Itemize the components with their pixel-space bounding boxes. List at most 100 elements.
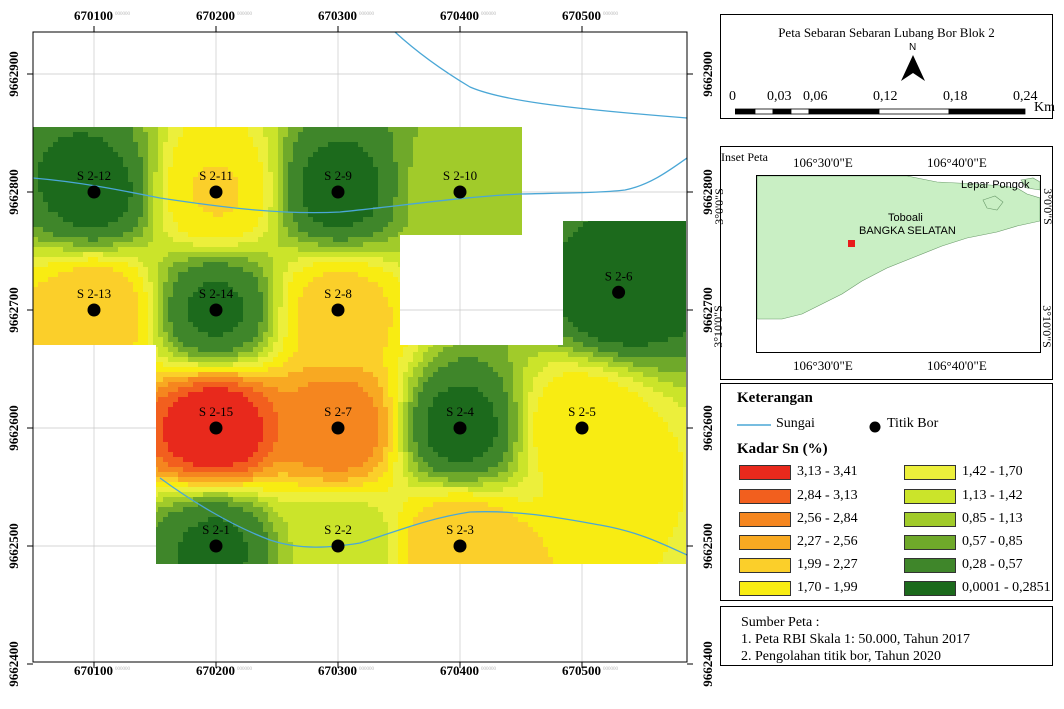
contour-cell [268,437,274,443]
contour-cell [248,422,254,428]
contour-cell [303,137,309,143]
contour-cell [273,492,279,498]
contour-cell [288,242,294,248]
contour-cell [83,142,89,148]
contour-cell [158,517,164,523]
contour-cell [203,237,209,243]
contour-cell [283,167,289,173]
contour-cell [173,247,179,253]
contour-cell [78,302,84,308]
contour-cell [183,467,189,473]
contour-cell [238,167,244,173]
contour-cell [173,517,179,523]
contour-cell [178,527,184,533]
contour-cell [143,162,149,168]
contour-cell [178,347,184,353]
contour-cell [273,477,279,483]
contour-cell [288,147,294,153]
contour-cell [238,222,244,228]
contour-cell [73,317,79,323]
contour-cell [238,387,244,393]
contour-cell [93,232,99,238]
contour-cell [98,267,104,273]
contour-cell [308,292,314,298]
contour-cell [263,182,269,188]
contour-cell [183,292,189,298]
contour-cell [163,462,169,468]
contour-cell [173,542,179,548]
contour-cell [243,372,249,378]
contour-cell [133,167,139,173]
contour-cell [108,142,114,148]
contour-cell [133,287,139,293]
contour-cell [168,297,174,303]
contour-cell [53,302,59,308]
contour-cell [163,362,169,368]
contour-cell [188,512,194,518]
contour-cell [263,202,269,208]
contour-cell [133,202,139,208]
contour-cell [188,242,194,248]
contour-cell [188,262,194,268]
contour-cell [163,402,169,408]
contour-cell [103,252,109,258]
contour-cell [308,242,314,248]
contour-cell [138,322,144,328]
contour-cell [278,337,284,343]
contour-cell [203,537,209,543]
contour-cell [198,357,204,363]
contour-cell [298,337,304,343]
contour-cell [283,297,289,303]
contour-cell [218,217,224,223]
contour-cell [288,332,294,338]
contour-cell [243,472,249,478]
contour-cell [243,187,249,193]
contour-cell [193,312,199,318]
contour-cell [243,392,249,398]
contour-cell [238,357,244,363]
contour-cell [298,182,304,188]
contour-cell [193,217,199,223]
contour-cell [283,142,289,148]
contour-cell [213,477,219,483]
contour-cell [138,257,144,263]
contour-cell [198,427,204,433]
contour-cell [33,247,39,253]
contour-cell [278,557,284,563]
contour-cell [138,182,144,188]
contour-cell [193,287,199,293]
contour-cell [253,342,259,348]
contour-cell [298,407,304,413]
contour-cell [288,552,294,558]
contour-cell [98,327,104,333]
contour-cell [223,142,229,148]
contour-cell [278,447,284,453]
contour-cell [218,557,224,563]
contour-cell [283,317,289,323]
contour-cell [178,392,184,398]
contour-cell [53,307,59,313]
contour-cell [153,297,159,303]
contour-cell [103,232,109,238]
contour-cell [263,357,269,363]
contour-cell [308,182,314,188]
contour-cell [303,287,309,293]
contour-cell [313,397,319,403]
contour-cell [188,407,194,413]
contour-cell [258,132,264,138]
contour-cell [233,547,239,553]
contour-cell [233,272,239,278]
contour-cell [198,382,204,388]
contour-cell [273,417,279,423]
contour-cell [248,457,254,463]
contour-cell [158,137,164,143]
contour-cell [263,272,269,278]
contour-cell [113,192,119,198]
contour-cell [303,222,309,228]
contour-cell [193,282,199,288]
contour-cell [298,462,304,468]
contour-cell [128,172,134,178]
contour-cell [268,392,274,398]
contour-cell [298,332,304,338]
contour-cell [233,327,239,333]
